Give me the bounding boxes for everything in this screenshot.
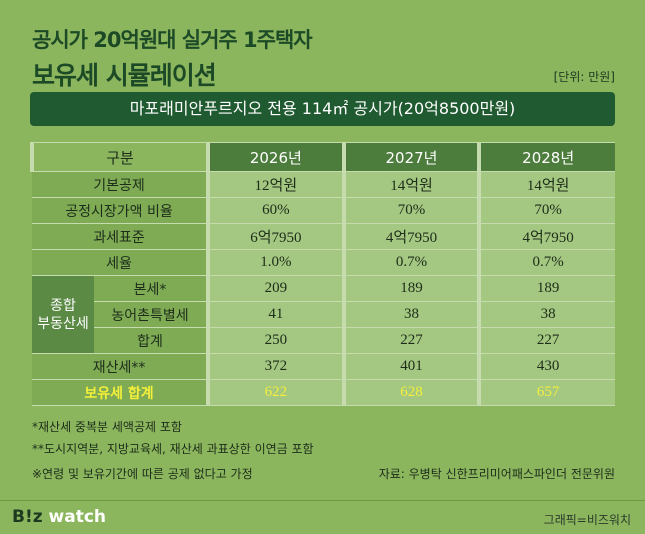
- source: 자료: 우병탁 신한프리미어패스파인더 전문위원: [378, 467, 615, 481]
- note: ※연령 및 보유기간에 따른 공제 없다고 가정: [32, 467, 253, 481]
- title: 공시가 20억원대 실거주 1주택자: [32, 28, 313, 52]
- row-label: 합계: [94, 327, 209, 354]
- row-label: 보유세 합계: [32, 379, 209, 406]
- cell: 70%: [341, 197, 480, 224]
- cell: 38: [341, 301, 480, 328]
- row: 과세표준 6억7950 4억7950 4억7950: [32, 223, 615, 250]
- row: 공정시장가액 비율 60% 70% 70%: [32, 197, 615, 224]
- row-label: 공정시장가액 비율: [32, 197, 209, 224]
- cell: 628: [341, 379, 480, 406]
- cell: 250: [206, 327, 344, 354]
- cell: 1.0%: [206, 249, 344, 276]
- cell: 0.7%: [341, 249, 480, 276]
- column-header: 구분: [29, 142, 209, 172]
- cell: 372: [206, 353, 344, 380]
- row-label: 농어촌특별세: [94, 301, 209, 328]
- logo-text: B!z: [12, 507, 43, 527]
- note: **도시지역분, 지방교육세, 재산세 과표상한 이연금 포함: [32, 442, 314, 456]
- cell: 622: [206, 379, 344, 406]
- row: 농어촌특별세 41 38 38: [32, 301, 615, 328]
- subtitle: 마포래미안푸르지오 전용 114㎡ 공시가(20억8500만원): [30, 92, 615, 126]
- row: 합계 250 227 227: [32, 327, 615, 354]
- logo: B!z watch: [12, 507, 106, 527]
- cell: 4억7950: [477, 223, 615, 250]
- cell: 189: [341, 275, 480, 302]
- header-row: 구분 2026년 2027년 2028년: [29, 142, 615, 172]
- row: 종합 부동산세 본세* 209 189 189: [32, 275, 615, 354]
- row-label: 본세*: [94, 275, 209, 302]
- row-label: 세율: [32, 249, 209, 276]
- cell: 12억원: [206, 171, 344, 198]
- cell: 41: [206, 301, 344, 328]
- group-label: 종합 부동산세: [32, 275, 94, 354]
- note: *재산세 중복분 세액공제 포함: [32, 420, 182, 434]
- row: 기본공제 12억원 14억원 14억원: [32, 171, 615, 198]
- group-label-line: 종합: [50, 297, 76, 314]
- cell: 6억7950: [206, 223, 344, 250]
- footer: B!z watch 그래픽=비즈워치: [0, 500, 645, 534]
- table: 구분 2026년 2027년 2028년 기본공제 12억원 14억원 14억원 공정시장가액 …: [29, 142, 615, 406]
- row-label: 과세표준: [32, 223, 209, 250]
- row: 세율 1.0% 0.7% 0.7%: [32, 249, 615, 276]
- column-header: 2026년: [206, 142, 344, 172]
- row-label: 기본공제: [32, 171, 209, 198]
- column-header: 2028년: [477, 142, 615, 172]
- cell: 60%: [206, 197, 344, 224]
- cell: 14억원: [341, 171, 480, 198]
- row: 재산세** 372 401 430: [32, 353, 615, 380]
- credit: 그래픽=비즈워치: [543, 513, 631, 527]
- cell: 401: [341, 353, 480, 380]
- cell: 430: [477, 353, 615, 380]
- cell: 657: [477, 379, 615, 406]
- cell: 70%: [477, 197, 615, 224]
- row-label: 재산세**: [32, 353, 209, 380]
- cell: 227: [477, 327, 615, 354]
- cell: 38: [477, 301, 615, 328]
- cell: 227: [341, 327, 480, 354]
- unit: [단위: 만원]: [553, 70, 615, 84]
- cell: 0.7%: [477, 249, 615, 276]
- cell: 189: [477, 275, 615, 302]
- logo-text: watch: [48, 507, 107, 527]
- column-header: 2027년: [341, 142, 480, 172]
- group-label-line: 부동산세: [37, 315, 89, 332]
- cell: 4억7950: [341, 223, 480, 250]
- row: 보유세 합계 622 628 657: [32, 379, 615, 406]
- title: 보유세 시뮬레이션: [32, 61, 217, 90]
- cell: 14억원: [477, 171, 615, 198]
- cell: 209: [206, 275, 344, 302]
